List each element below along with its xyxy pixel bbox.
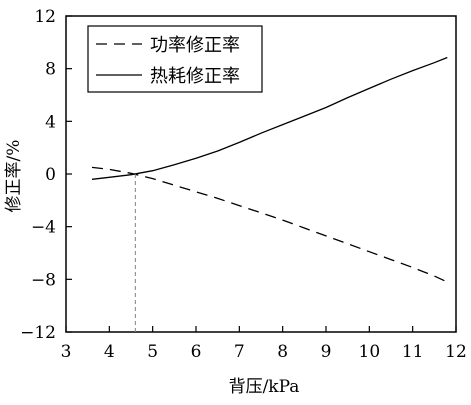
x-tick-label: 8 bbox=[277, 342, 288, 362]
x-tick-label: 3 bbox=[61, 342, 72, 362]
y-axis-label: 修正率/% bbox=[4, 140, 24, 213]
y-tick-label: 4 bbox=[45, 112, 56, 132]
legend-label-1: 功率修正率 bbox=[150, 35, 240, 56]
y-tick-label: 0 bbox=[45, 165, 56, 185]
y-tick-label: −8 bbox=[31, 270, 56, 290]
x-tick-label: 9 bbox=[321, 342, 332, 362]
series-line-1 bbox=[91, 166, 448, 283]
series-line-2 bbox=[91, 56, 448, 180]
y-axis-ticks: −12 −8 −4 0 4 8 12 bbox=[20, 7, 72, 343]
legend-label-2: 热耗修正率 bbox=[150, 66, 240, 87]
x-tick-label: 12 bbox=[445, 342, 467, 362]
x-tick-label: 7 bbox=[234, 342, 245, 362]
y-tick-label: 12 bbox=[34, 7, 56, 27]
x-tick-label: 6 bbox=[191, 342, 202, 362]
x-tick-label: 4 bbox=[104, 342, 115, 362]
x-tick-label: 5 bbox=[147, 342, 158, 362]
y-tick-label: −12 bbox=[20, 323, 56, 343]
legend-box bbox=[87, 25, 263, 93]
x-tick-label: 10 bbox=[359, 342, 381, 362]
series-layer bbox=[91, 56, 448, 332]
x-axis-ticks: 3 4 5 6 7 8 9 10 11 12 bbox=[61, 326, 467, 362]
x-axis-label: 背压/kPa bbox=[229, 377, 300, 397]
y-tick-label: −4 bbox=[31, 218, 56, 238]
y-tick-label: 8 bbox=[45, 60, 56, 80]
x-tick-label: 11 bbox=[402, 342, 424, 362]
